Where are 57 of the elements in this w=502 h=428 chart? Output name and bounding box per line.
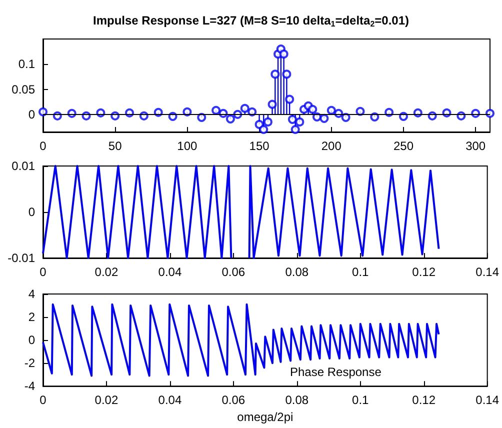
x-tick-label: 100 bbox=[177, 139, 198, 153]
line-series bbox=[42, 303, 440, 377]
point bbox=[341, 112, 350, 122]
point bbox=[295, 117, 304, 126]
y-tick-label: 2 bbox=[28, 310, 36, 324]
x-tick-label: 150 bbox=[249, 139, 270, 153]
x-tick-label: 0.08 bbox=[285, 393, 309, 408]
x-tick-label: 0.12 bbox=[412, 393, 436, 408]
point bbox=[240, 104, 250, 113]
x-axis-title: omega/2pi bbox=[237, 410, 294, 424]
x-tick-label: 0.02 bbox=[94, 265, 118, 279]
y-tick-label: 0 bbox=[28, 333, 36, 348]
point bbox=[326, 106, 336, 115]
x-tick-label: 200 bbox=[321, 139, 342, 153]
x-tick-label: 250 bbox=[393, 139, 414, 153]
x-tick-label: 0.04 bbox=[158, 265, 182, 279]
point bbox=[226, 114, 235, 124]
point bbox=[320, 114, 329, 123]
point bbox=[197, 112, 206, 122]
x-tick-label: 0.04 bbox=[158, 393, 182, 408]
x-tick-label: 0.14 bbox=[476, 265, 500, 279]
point bbox=[270, 70, 280, 79]
point bbox=[356, 106, 365, 116]
x-tick-label: 0.06 bbox=[222, 393, 246, 408]
point bbox=[285, 94, 294, 104]
y-tick-label: 0 bbox=[28, 205, 36, 219]
point bbox=[263, 117, 272, 126]
x-tick-label: 0 bbox=[40, 265, 47, 279]
x-tick-label: 0.1 bbox=[352, 265, 370, 279]
x-tick-label: 0 bbox=[40, 139, 47, 153]
point bbox=[212, 106, 221, 115]
y-tick-label: -0.01 bbox=[8, 251, 36, 265]
y-tick-label: 0.01 bbox=[12, 159, 36, 173]
x-tick-label: 300 bbox=[466, 139, 486, 153]
x-tick-label: 0.08 bbox=[285, 265, 309, 279]
y-tick-label: 0 bbox=[28, 107, 36, 122]
point bbox=[38, 107, 48, 116]
x-tick-label: 0.02 bbox=[94, 393, 118, 408]
x-tick-label: 0.1 bbox=[352, 393, 370, 408]
y-tick-label: 0.1 bbox=[18, 57, 36, 72]
y-tick-label: -2 bbox=[24, 356, 36, 370]
point bbox=[486, 108, 494, 118]
y-tick-label: 0.05 bbox=[12, 82, 36, 96]
y-tick-label: -4 bbox=[24, 379, 36, 394]
point bbox=[282, 70, 292, 79]
x-tick-label: 0.14 bbox=[476, 393, 500, 408]
x-tick-label: 0 bbox=[40, 393, 47, 408]
point bbox=[279, 50, 288, 59]
x-tick-label: 50 bbox=[108, 139, 122, 153]
y-tick-label: 4 bbox=[28, 287, 36, 301]
point bbox=[259, 124, 268, 134]
point bbox=[308, 104, 318, 114]
point bbox=[290, 124, 300, 134]
x-tick-label: 0.12 bbox=[412, 265, 436, 279]
point bbox=[268, 100, 277, 109]
x-tick-label: 0.06 bbox=[222, 265, 246, 279]
annotation: Phase Response bbox=[290, 365, 382, 379]
